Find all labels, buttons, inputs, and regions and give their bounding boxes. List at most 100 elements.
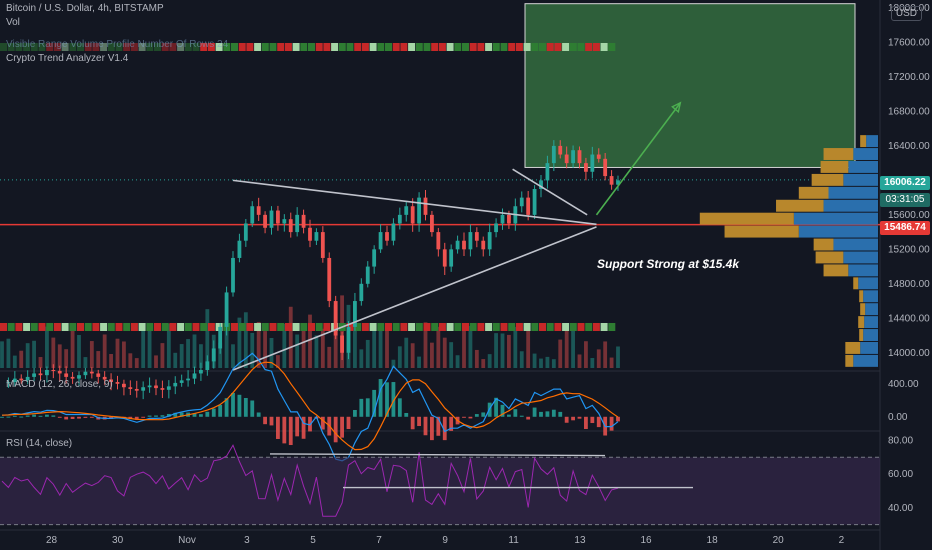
candle-body bbox=[320, 232, 325, 258]
volume-bar bbox=[147, 323, 152, 368]
candle-body bbox=[410, 206, 415, 224]
volume-bar bbox=[38, 357, 43, 368]
trend-strip-cell bbox=[408, 323, 416, 331]
candle-body bbox=[417, 197, 421, 224]
macd-histogram-bar bbox=[500, 404, 505, 417]
macd-histogram-bar bbox=[507, 414, 511, 417]
rsi-resistance-line bbox=[269, 453, 606, 457]
macd-histogram-bar bbox=[295, 416, 300, 437]
volume-bar bbox=[391, 359, 396, 368]
macd-histogram-bar bbox=[468, 416, 473, 419]
volume-bar bbox=[430, 342, 434, 368]
trend-strip-cell bbox=[61, 323, 69, 331]
trend-strip-top-cell bbox=[92, 43, 100, 51]
rsi-axis-label: 40.00 bbox=[888, 503, 913, 514]
trend-strip-cell bbox=[315, 323, 323, 331]
volume-profile-up bbox=[860, 341, 878, 354]
volume-profile-down bbox=[858, 316, 865, 329]
volume-profile-down bbox=[798, 186, 829, 199]
candle-body bbox=[250, 206, 255, 224]
macd-histogram-bar bbox=[166, 413, 171, 417]
candle-body bbox=[19, 378, 24, 381]
candle-body bbox=[596, 154, 601, 159]
candle-body bbox=[551, 145, 556, 164]
macd-histogram-bar bbox=[404, 412, 409, 417]
trend-strip-top-cell bbox=[531, 43, 539, 51]
trend-strip-cell bbox=[492, 323, 500, 331]
trend-strip-top-cell bbox=[38, 43, 46, 51]
macd-histogram-bar bbox=[378, 379, 383, 417]
candle-body bbox=[166, 386, 171, 390]
volume-bar bbox=[487, 354, 492, 368]
currency-button[interactable]: USD bbox=[890, 6, 922, 21]
volume-bar bbox=[179, 344, 184, 368]
macd-histogram-bar bbox=[134, 416, 139, 420]
volume-bar bbox=[166, 323, 171, 368]
volume-profile-up bbox=[863, 290, 878, 303]
trend-strip-cell bbox=[562, 323, 570, 331]
volume-bar bbox=[564, 328, 569, 368]
candle-body bbox=[218, 326, 223, 349]
volume-bar bbox=[154, 355, 158, 368]
candle-body bbox=[353, 301, 357, 327]
volume-bar bbox=[314, 335, 319, 368]
trend-strip-cell bbox=[462, 323, 469, 331]
trend-strip-cell bbox=[23, 323, 31, 331]
macd-histogram-bar bbox=[372, 389, 377, 417]
trend-strip-top-cell bbox=[100, 43, 108, 51]
volume-bar bbox=[141, 324, 146, 368]
macd-histogram-bar bbox=[64, 416, 69, 420]
volume-bar bbox=[320, 328, 325, 368]
volume-bar bbox=[102, 334, 107, 368]
candle-body bbox=[577, 150, 582, 164]
trend-strip-cell bbox=[508, 323, 516, 331]
time-axis-label: 9 bbox=[442, 535, 448, 546]
candle-body bbox=[102, 376, 107, 380]
macd-axis-label: 400.00 bbox=[888, 379, 919, 390]
volume-bar bbox=[12, 355, 17, 368]
price-axis-label: 14800.00 bbox=[888, 279, 930, 290]
candle-body bbox=[346, 326, 351, 353]
trend-strip-top-cell bbox=[292, 43, 300, 51]
candle-body bbox=[141, 387, 146, 391]
volume-profile-up bbox=[866, 135, 878, 148]
candle-body bbox=[462, 240, 466, 250]
macd-histogram-bar bbox=[564, 416, 569, 423]
trend-strip-cell bbox=[269, 323, 277, 331]
candle-body bbox=[83, 371, 88, 376]
macd-histogram-bar bbox=[211, 408, 216, 417]
trend-strip-top-cell bbox=[315, 43, 323, 51]
volume-bar bbox=[192, 334, 197, 368]
volume-profile-down bbox=[724, 225, 799, 238]
macd-histogram-bar bbox=[436, 416, 441, 436]
trend-strip-top-cell bbox=[123, 43, 131, 51]
candle-body bbox=[507, 214, 511, 224]
candle-body bbox=[558, 145, 563, 155]
volume-bar bbox=[173, 352, 178, 368]
macd-histogram-bar bbox=[128, 416, 133, 419]
candle-body bbox=[147, 385, 152, 388]
candle-body bbox=[32, 373, 36, 377]
macd-histogram-bar bbox=[449, 416, 454, 431]
volume-profile-down bbox=[860, 303, 866, 316]
macd-histogram-bar bbox=[513, 409, 518, 417]
candle-body bbox=[295, 214, 300, 233]
time-axis-label: 7 bbox=[376, 535, 382, 546]
candle-body bbox=[301, 214, 306, 228]
candle-body bbox=[109, 379, 113, 383]
volume-bar bbox=[397, 346, 402, 368]
trendline-short-wedge bbox=[512, 168, 588, 216]
trend-strip-cell bbox=[138, 323, 146, 331]
candle-body bbox=[385, 232, 389, 241]
candle-body bbox=[25, 376, 30, 381]
volume-bar bbox=[584, 341, 588, 368]
volume-bar bbox=[353, 319, 357, 368]
volume-profile-up bbox=[848, 264, 878, 277]
trend-strip-cell bbox=[53, 323, 61, 331]
macd-histogram-bar bbox=[51, 415, 56, 417]
time-axis-label: 16 bbox=[640, 535, 652, 546]
volume-profile-down bbox=[859, 290, 864, 303]
candle-body bbox=[89, 371, 94, 374]
trend-strip-cell bbox=[308, 323, 315, 331]
